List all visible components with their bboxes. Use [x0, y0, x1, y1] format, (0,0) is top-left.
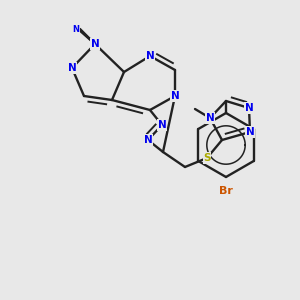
Text: N: N [244, 103, 253, 113]
Text: N: N [244, 103, 253, 113]
Text: N: N [158, 120, 166, 130]
Text: N: N [158, 120, 166, 130]
Text: N: N [146, 51, 154, 61]
Text: N: N [91, 39, 99, 49]
Text: Br: Br [219, 186, 233, 196]
Text: S: S [203, 153, 211, 163]
Text: S: S [203, 153, 211, 163]
Text: N: N [206, 113, 214, 123]
Text: N: N [68, 63, 76, 73]
Text: N: N [91, 39, 99, 49]
Text: N: N [171, 91, 179, 101]
Text: N: N [146, 51, 154, 61]
Text: N: N [73, 25, 80, 34]
Text: N: N [144, 135, 152, 145]
Text: N: N [144, 135, 152, 145]
Text: N: N [68, 63, 76, 73]
Text: N: N [246, 127, 254, 137]
Text: N: N [246, 127, 254, 137]
Text: N: N [91, 39, 99, 49]
Text: N: N [206, 113, 214, 123]
Text: N: N [171, 91, 179, 101]
